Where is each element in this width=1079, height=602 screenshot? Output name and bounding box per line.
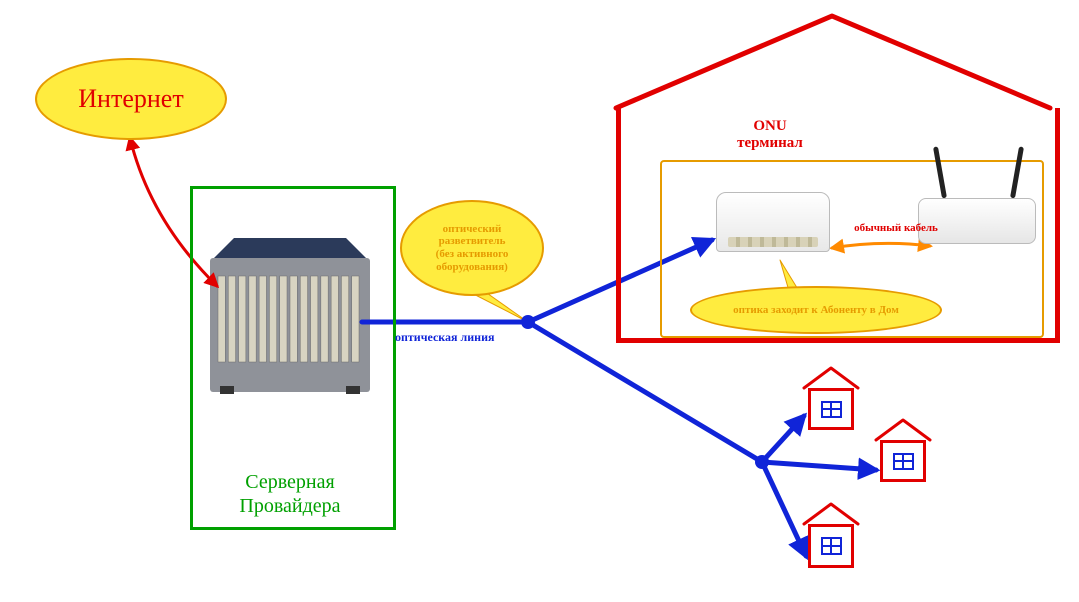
fiber-to-abonent-callout: оптика заходит к Абоненту в Дом: [690, 286, 942, 334]
onu-label: ONUтерминал: [700, 118, 840, 152]
small-house-2: [880, 440, 926, 482]
small-house-3: [808, 524, 854, 568]
small-house-1: [808, 388, 854, 430]
server-room-label: СервернаяПровайдера: [190, 470, 390, 518]
diagram-canvas: Интернет СервернаяПровайдера ONUтерминал об…: [0, 0, 1079, 602]
internet-node: Интернет: [35, 58, 227, 140]
optical-line-label: оптическая линия: [395, 330, 545, 345]
splitter-callout: оптическийразветвитель(без активногообор…: [400, 200, 544, 296]
plain-cable-label: обычный кабель: [836, 222, 956, 234]
onu-device-icon: [716, 192, 830, 252]
